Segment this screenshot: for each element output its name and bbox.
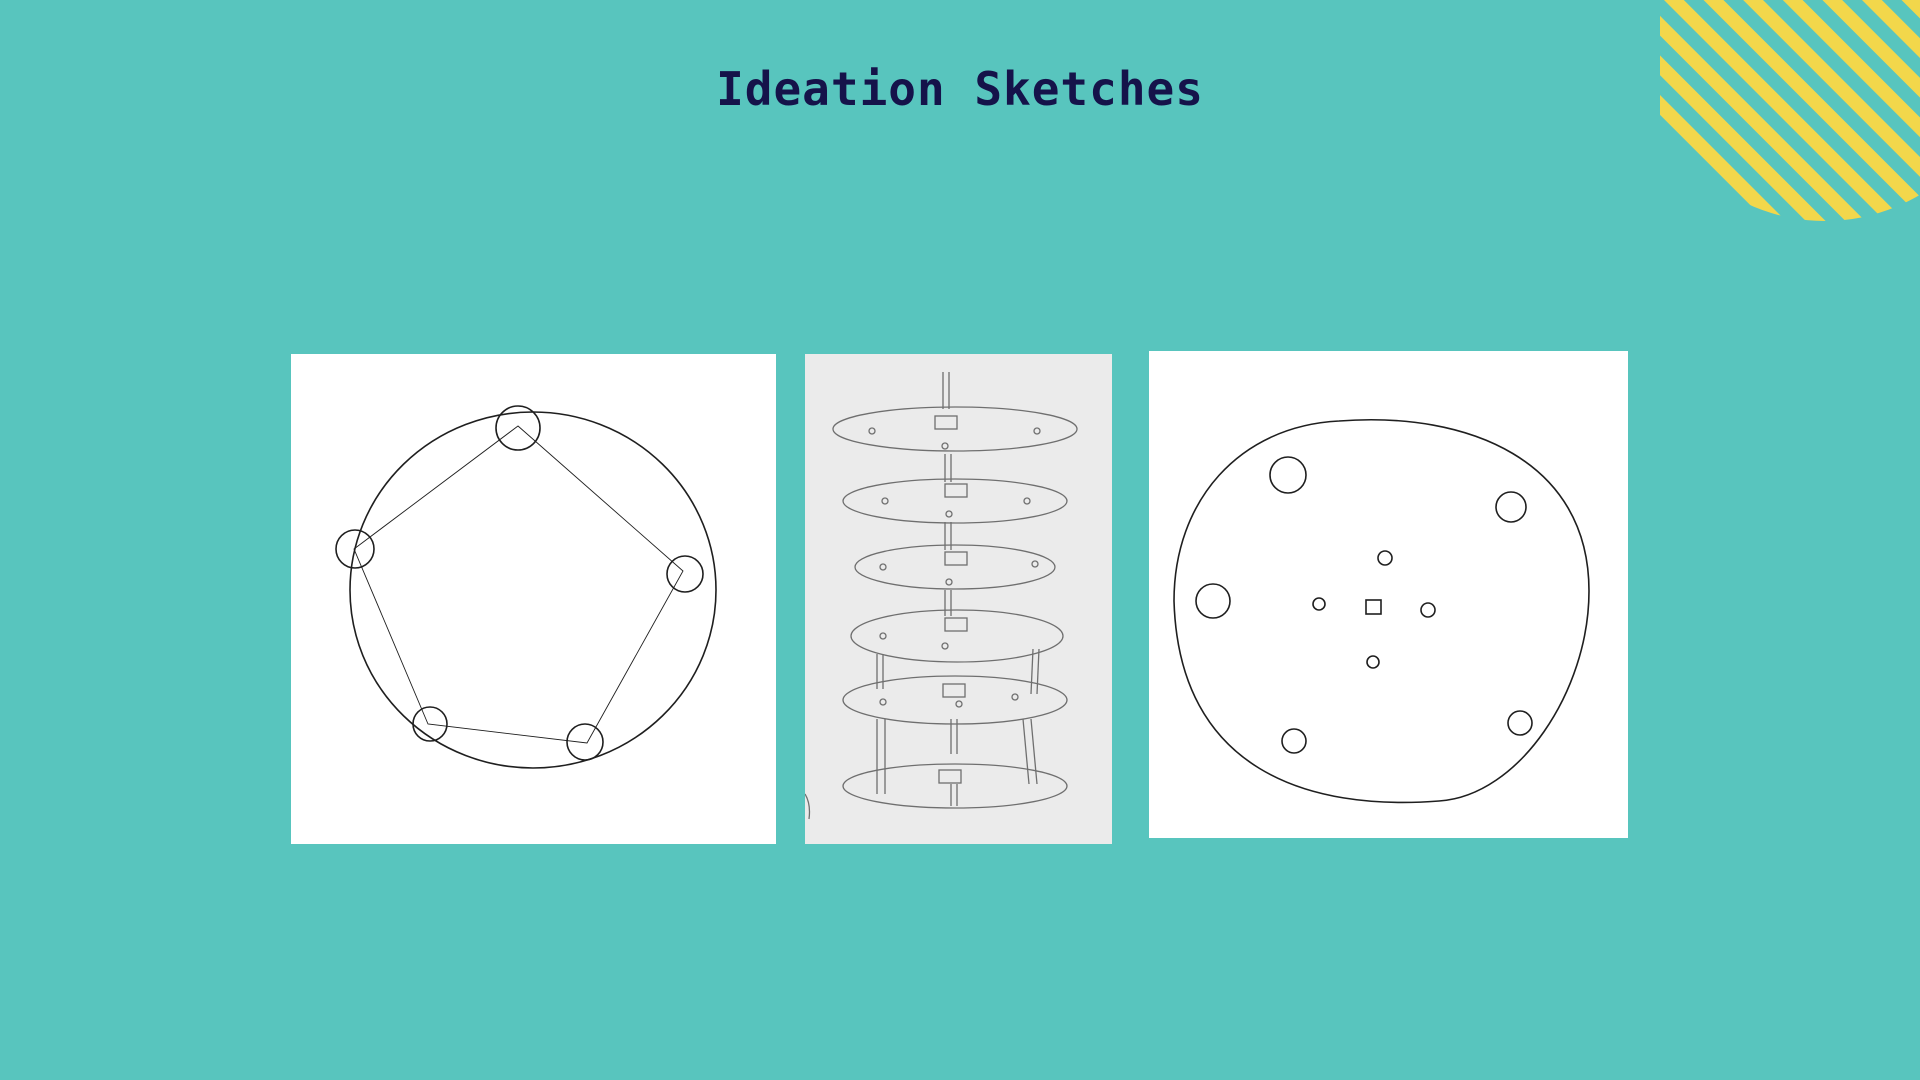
center-square-hole [1365,599,1382,615]
pentagon-outline [353,425,684,744]
top-view-disc-drawing [1173,419,1590,804]
striped-circle-decoration [1660,0,1920,221]
mount-hole [1281,728,1307,754]
center-hole [1420,602,1436,618]
mount-hole [1495,491,1527,523]
center-hole [1366,655,1380,669]
node-circle [566,723,604,761]
node-circle [412,706,448,742]
center-hole [1312,597,1326,611]
node-circle [335,529,375,569]
node-circle [495,405,541,451]
stacked-discs-drawing [805,372,1078,820]
center-hole [1377,550,1393,566]
pentagon-ring-drawing [335,405,717,769]
mount-hole [1507,710,1533,736]
mount-hole [1269,456,1307,494]
pentagon-ring-sketch [291,354,776,844]
mount-hole [1195,583,1231,619]
outer-circle [349,411,717,769]
node-circle [666,555,704,593]
disc-outline [1173,419,1590,804]
slide-title: Ideation Sketches [716,62,1204,116]
top-view-disc-sketch [1149,351,1628,838]
stacked-discs-sketch [805,354,1112,844]
